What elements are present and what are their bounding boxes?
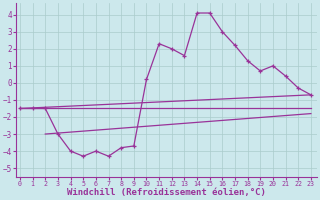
X-axis label: Windchill (Refroidissement éolien,°C): Windchill (Refroidissement éolien,°C): [67, 188, 266, 197]
